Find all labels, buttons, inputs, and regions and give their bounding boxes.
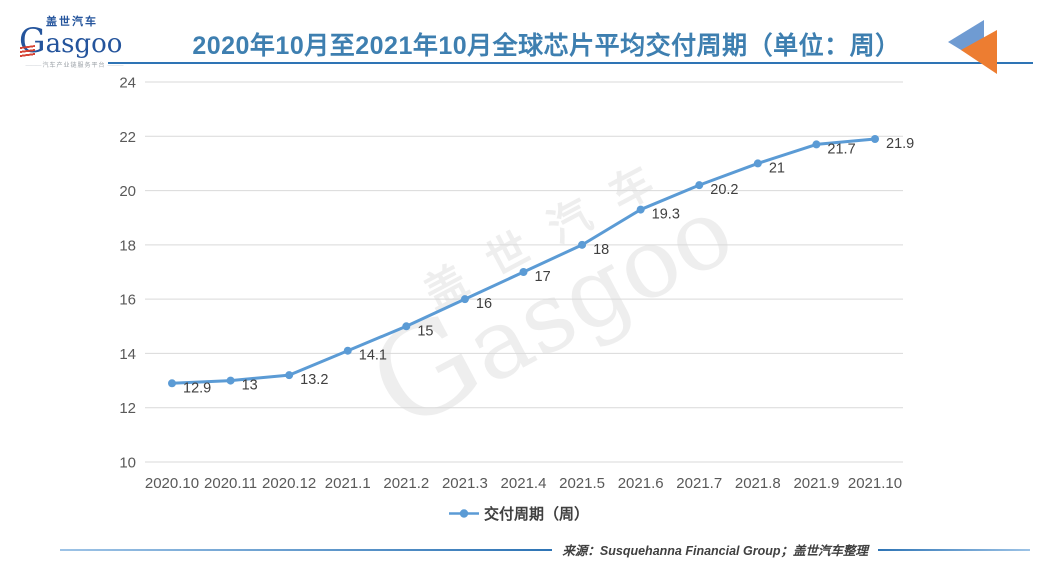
footer-line-left (60, 548, 553, 551)
data-point (519, 268, 528, 276)
chart-legend: 交付周期（周） (0, 503, 1038, 524)
data-point (168, 379, 176, 388)
y-tick-label: 20 (119, 183, 136, 200)
data-point (578, 240, 587, 249)
data-point (226, 376, 235, 385)
data-point (871, 135, 879, 143)
logo-cn-text: 盖世汽车 (46, 16, 98, 28)
data-point (812, 140, 821, 149)
data-point (343, 346, 352, 355)
data-label: 18 (593, 242, 609, 258)
data-label: 16 (476, 296, 492, 312)
y-tick-label: 16 (119, 292, 136, 309)
data-label: 21 (769, 160, 785, 176)
y-tick-label: 22 (119, 129, 136, 146)
data-point (753, 159, 762, 168)
data-label: 21.9 (886, 136, 914, 152)
y-tick-label: 10 (119, 455, 136, 472)
x-tick-label: 2021.1 (325, 475, 371, 492)
x-tick-label: 2021.9 (793, 475, 839, 492)
data-label: 20.2 (710, 182, 738, 198)
source-text: 来源：Susquehanna Financial Group；盖世汽车整理 (562, 544, 868, 558)
x-tick-label: 2021.3 (442, 475, 488, 492)
x-tick-label: 2021.7 (676, 475, 722, 492)
x-tick-label: 2020.11 (204, 475, 257, 492)
logo-en-text: Gasgoo (19, 21, 123, 60)
data-label: 13.2 (300, 372, 328, 388)
data-point (695, 181, 704, 190)
x-tick-label: 2021.8 (735, 475, 781, 492)
data-point (636, 205, 645, 214)
data-label: 12.9 (183, 380, 211, 396)
page-title: 2020年10月至2021年10月全球芯片平均交付周期（单位：周） (192, 32, 901, 60)
data-label: 21.7 (827, 141, 855, 157)
legend-line-marker-icon (448, 509, 479, 518)
data-point (460, 295, 469, 304)
y-tick-label: 18 (119, 237, 136, 254)
legend-label: 交付周期（周） (483, 506, 589, 523)
y-tick-label: 12 (119, 400, 136, 417)
double-left-arrow-icon (948, 20, 997, 74)
x-tick-label: 2021.6 (618, 475, 664, 492)
data-label: 14.1 (359, 348, 387, 364)
logo-stripes-icon (20, 44, 35, 59)
gasgoo-logo: 盖世汽车 Gasgoo 汽车产业链服务平台 (14, 16, 134, 69)
data-label: 13 (242, 378, 258, 394)
x-tick-label: 2021.4 (501, 475, 547, 492)
x-tick-label: 2020.12 (262, 475, 316, 492)
data-label: 15 (417, 323, 433, 339)
data-label: 19.3 (652, 207, 680, 223)
footer-line-right (878, 548, 1030, 551)
data-label: 17 (535, 269, 551, 285)
data-point (285, 371, 294, 380)
line-chart: 24 22 20 18 16 14 12 10 2020.10 2020.11 2020.12 202… (119, 75, 914, 493)
data-point (402, 322, 411, 331)
title-underline (108, 62, 1033, 64)
x-tick-label: 2021.5 (559, 475, 605, 492)
x-tick-label: 2020.10 (145, 475, 199, 492)
y-tick-label: 14 (119, 346, 136, 363)
x-tick-label: 2021.2 (383, 475, 429, 492)
x-tick-label: 2021.10 (848, 475, 902, 492)
source-footer: 来源：Susquehanna Financial Group；盖世汽车整理 (60, 540, 1030, 559)
y-tick-label: 24 (119, 75, 136, 92)
logo-tagline: 汽车产业链服务平台 (14, 60, 134, 69)
